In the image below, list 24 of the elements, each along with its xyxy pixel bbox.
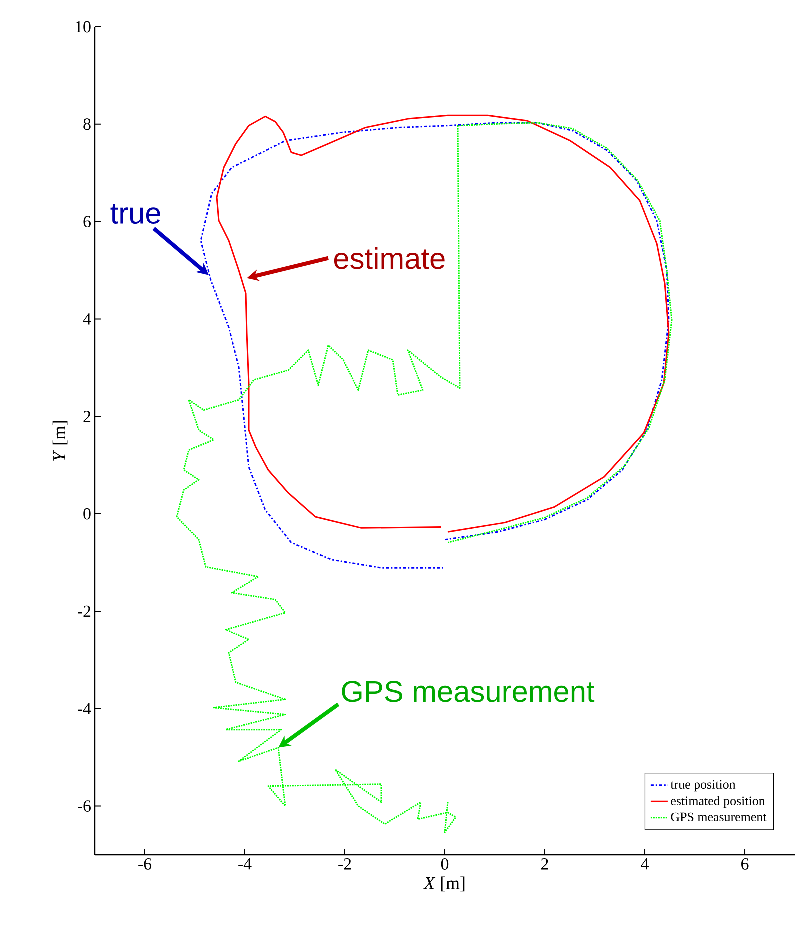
annotation: true bbox=[110, 204, 160, 224]
y-tick-label: 2 bbox=[84, 411, 91, 422]
x-tick-label: -6 bbox=[138, 858, 152, 870]
y-tick-label: 4 bbox=[83, 314, 92, 325]
y-tick-label: -4 bbox=[78, 703, 92, 714]
legend-label: estimated position bbox=[671, 796, 766, 808]
x-tick-label: -4 bbox=[238, 858, 252, 870]
y-tick-label: 6 bbox=[84, 216, 91, 228]
x-axis-title: X [m] bbox=[423, 876, 465, 892]
y-tick-label: -2 bbox=[78, 606, 91, 618]
x-tick-label: 6 bbox=[742, 858, 749, 870]
y-axis-title: Y [m] bbox=[52, 421, 68, 461]
x-tick-label: 2 bbox=[542, 858, 548, 870]
y-tick-label: -6 bbox=[78, 800, 91, 812]
y-tick-label: 8 bbox=[84, 118, 91, 130]
x-tick-label: 0 bbox=[441, 858, 449, 870]
x-tick-label: 4 bbox=[641, 858, 649, 870]
x-tick-label: -2 bbox=[338, 858, 352, 870]
legend-label: GPS measurement bbox=[671, 812, 767, 822]
annotation: estimate bbox=[334, 247, 445, 270]
legend-label: true position bbox=[670, 780, 736, 792]
y-tick-label: 0 bbox=[84, 508, 91, 520]
annotation: GPS measurement bbox=[342, 681, 595, 702]
y-tick-label: 10 bbox=[76, 21, 91, 33]
